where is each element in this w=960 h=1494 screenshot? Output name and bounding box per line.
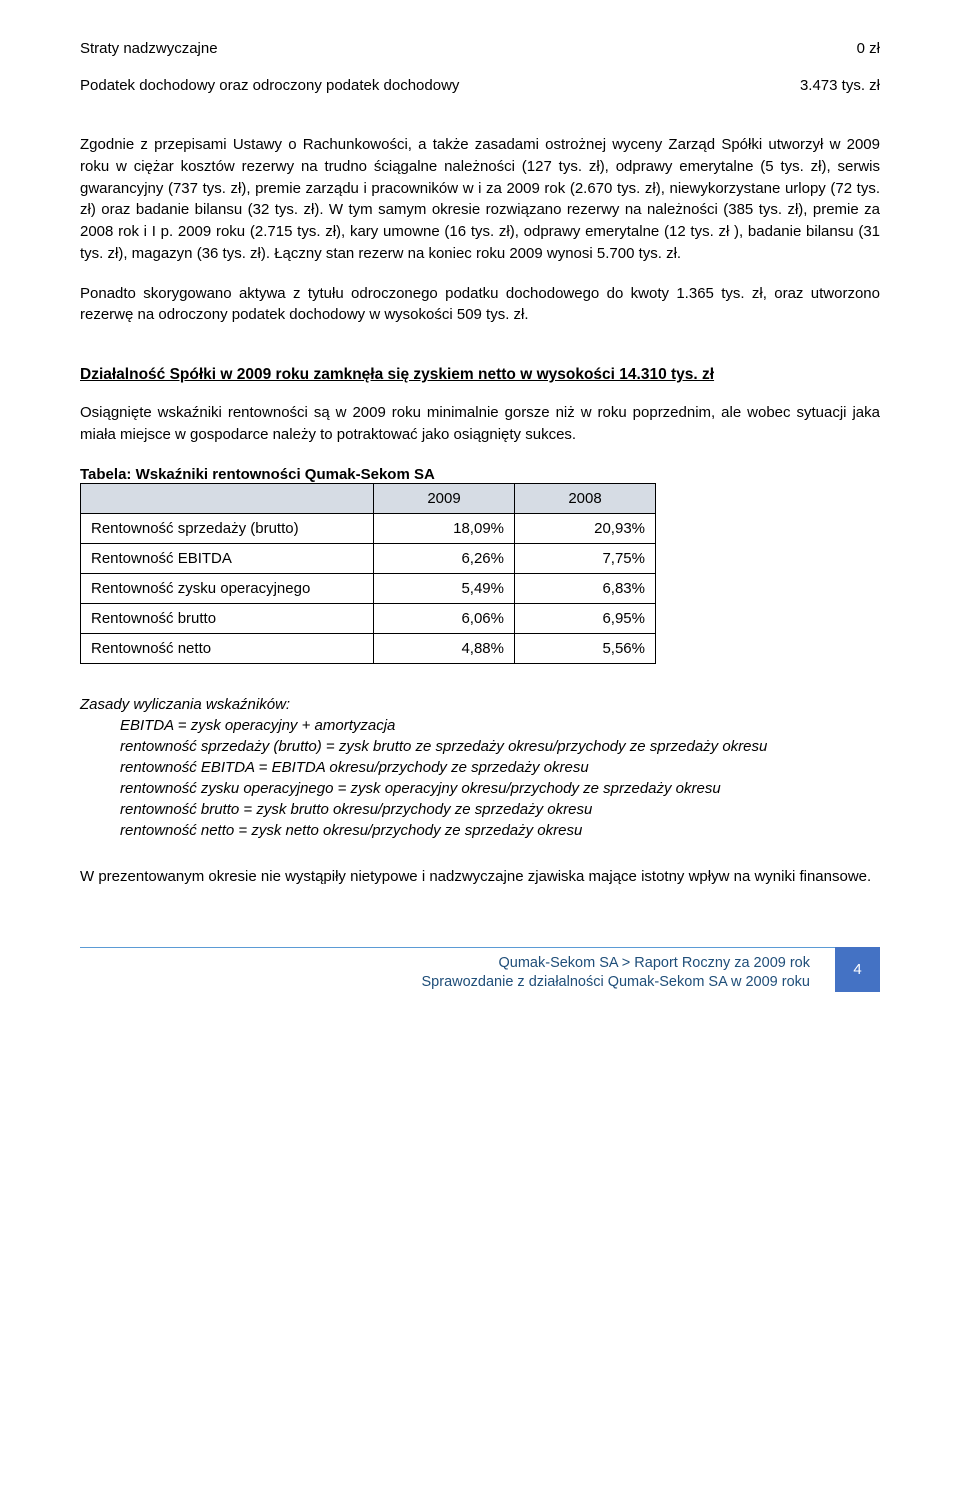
table-row-label: Rentowność netto xyxy=(81,633,374,663)
table-cell: 18,09% xyxy=(374,513,515,543)
definition-line: EBITDA = zysk operacyjny + amortyzacja xyxy=(120,715,880,736)
table-row: Rentowność sprzedaży (brutto) 18,09% 20,… xyxy=(81,513,656,543)
page-footer: Qumak-Sekom SA > Raport Roczny za 2009 r… xyxy=(80,947,880,1017)
definition-line: rentowność netto = zysk netto okresu/prz… xyxy=(120,820,880,841)
paragraph-3: Osiągnięte wskaźniki rentowności są w 20… xyxy=(80,402,880,446)
paragraph-4: W prezentowanym okresie nie wystąpiły ni… xyxy=(80,866,880,888)
page-number: 4 xyxy=(853,961,861,978)
table-cell: 5,56% xyxy=(515,633,656,663)
definitions-block: Zasady wyliczania wskaźników: EBITDA = z… xyxy=(80,694,880,841)
table-row: Rentowność EBITDA 6,26% 7,75% xyxy=(81,543,656,573)
footer-line1: Qumak-Sekom SA > Raport Roczny za 2009 r… xyxy=(80,954,810,973)
table-header-col2: 2008 xyxy=(515,483,656,513)
summary-value: 0 zł xyxy=(857,40,880,57)
table-cell: 4,88% xyxy=(374,633,515,663)
table-row: Rentowność netto 4,88% 5,56% xyxy=(81,633,656,663)
definition-line: rentowność EBITDA = EBITDA okresu/przych… xyxy=(120,757,880,778)
table-cell: 20,93% xyxy=(515,513,656,543)
table-cell: 6,95% xyxy=(515,603,656,633)
summary-label: Straty nadzwyczajne xyxy=(80,40,218,57)
page-number-box: 4 xyxy=(835,947,880,992)
paragraph-1: Zgodnie z przepisami Ustawy o Rachunkowo… xyxy=(80,134,880,265)
summary-value: 3.473 tys. zł xyxy=(800,77,880,94)
table-cell: 6,06% xyxy=(374,603,515,633)
table-caption: Tabela: Wskaźniki rentowności Qumak-Seko… xyxy=(80,466,880,483)
summary-row-1: Straty nadzwyczajne 0 zł xyxy=(80,40,880,57)
definition-line: rentowność zysku operacyjnego = zysk ope… xyxy=(120,778,880,799)
footer-line2: Sprawozdanie z działalności Qumak-Sekom … xyxy=(80,973,810,992)
table-header-blank xyxy=(81,483,374,513)
summary-label: Podatek dochodowy oraz odroczony podatek… xyxy=(80,77,459,94)
table-row: Rentowność brutto 6,06% 6,95% xyxy=(81,603,656,633)
table-row: Rentowność zysku operacyjnego 5,49% 6,83… xyxy=(81,573,656,603)
definition-line: rentowność brutto = zysk brutto okresu/p… xyxy=(120,799,880,820)
table-row-label: Rentowność EBITDA xyxy=(81,543,374,573)
profitability-table: 2009 2008 Rentowność sprzedaży (brutto) … xyxy=(80,483,656,664)
table-header-row: 2009 2008 xyxy=(81,483,656,513)
table-row-label: Rentowność sprzedaży (brutto) xyxy=(81,513,374,543)
table-cell: 7,75% xyxy=(515,543,656,573)
table-header-col1: 2009 xyxy=(374,483,515,513)
definitions-heading: Zasady wyliczania wskaźników: xyxy=(80,694,880,715)
definition-line: rentowność sprzedaży (brutto) = zysk bru… xyxy=(120,736,880,757)
section-heading: Działalność Spółki w 2009 roku zamknęła … xyxy=(80,366,880,384)
table-row-label: Rentowność zysku operacyjnego xyxy=(81,573,374,603)
summary-row-2: Podatek dochodowy oraz odroczony podatek… xyxy=(80,77,880,94)
table-cell: 6,83% xyxy=(515,573,656,603)
paragraph-2: Ponadto skorygowano aktywa z tytułu odro… xyxy=(80,283,880,327)
footer-rule xyxy=(80,947,880,948)
table-cell: 6,26% xyxy=(374,543,515,573)
table-cell: 5,49% xyxy=(374,573,515,603)
table-row-label: Rentowność brutto xyxy=(81,603,374,633)
